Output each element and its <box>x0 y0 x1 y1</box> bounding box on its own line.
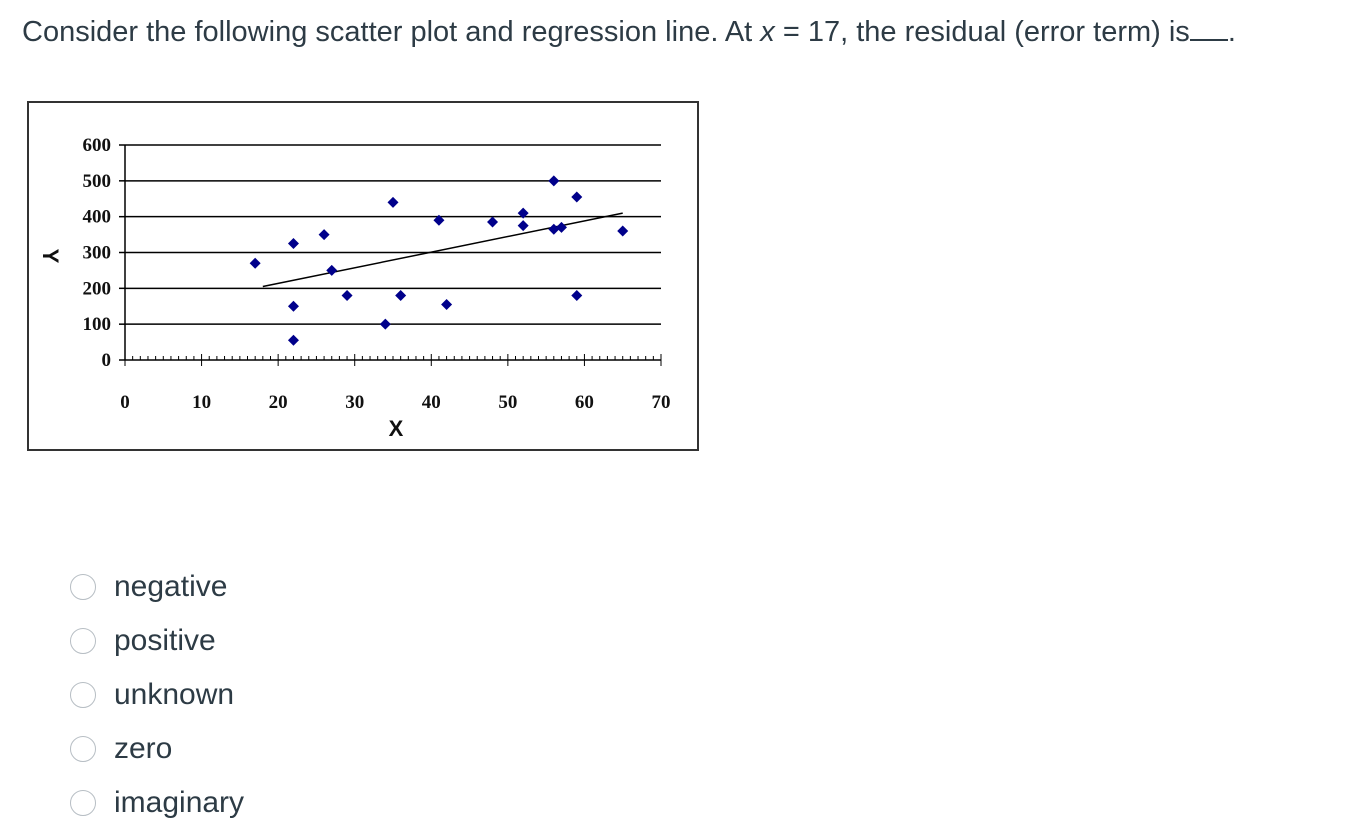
data-point <box>318 229 330 241</box>
y-tick-label: 500 <box>83 171 112 192</box>
data-point <box>249 257 261 269</box>
radio-button[interactable] <box>70 628 96 654</box>
question-period: . <box>1227 16 1236 48</box>
answer-options: negative positive unknown zero imaginary <box>70 560 244 830</box>
y-tick-label: 300 <box>83 243 112 264</box>
axes <box>119 144 662 366</box>
option-label: unknown <box>114 678 235 711</box>
scatter-chart: 0 100 200 300 400 500 600 0 10 20 30 40 50 60 70 X Y <box>27 101 699 451</box>
option-label: zero <box>114 732 173 765</box>
question-suffix: = 17, the residual (error term) is <box>774 16 1190 48</box>
y-tick-label: 600 <box>83 135 112 156</box>
data-point <box>287 300 299 312</box>
data-points <box>249 175 629 346</box>
option-unknown[interactable]: unknown <box>70 668 244 722</box>
data-point <box>326 264 338 276</box>
x-axis-title: X <box>389 416 404 441</box>
option-zero[interactable]: zero <box>70 722 244 776</box>
data-point <box>517 220 529 232</box>
option-label: positive <box>114 624 216 657</box>
data-point <box>555 221 567 233</box>
tick-labels: 0 100 200 300 400 500 600 0 10 20 30 40 50 60 70 <box>83 135 671 413</box>
y-tick-label: 200 <box>83 278 112 299</box>
regression-line <box>262 212 623 288</box>
data-point <box>441 298 453 310</box>
option-label: imaginary <box>114 786 245 819</box>
x-tick-label: 0 <box>120 392 130 413</box>
radio-button[interactable] <box>70 736 96 762</box>
x-tick-label: 40 <box>422 392 441 413</box>
option-imaginary[interactable]: imaginary <box>70 776 244 830</box>
x-tick-label: 20 <box>269 392 288 413</box>
data-point <box>487 216 499 228</box>
y-tick-label: 100 <box>83 314 112 335</box>
radio-button[interactable] <box>70 790 96 816</box>
data-point <box>395 290 407 301</box>
x-tick-label: 50 <box>498 392 517 413</box>
y-tick-label: 400 <box>83 207 112 228</box>
data-point <box>548 223 560 235</box>
data-point <box>433 214 445 226</box>
option-negative[interactable]: negative <box>70 560 244 614</box>
chart-svg: 0 100 200 300 400 500 600 0 10 20 30 40 50 60 70 X Y <box>38 135 671 441</box>
x-tick-label: 60 <box>575 392 594 413</box>
question-variable: x <box>760 16 775 48</box>
option-label: negative <box>114 570 228 603</box>
answer-blank <box>1189 15 1228 41</box>
data-point <box>341 290 353 301</box>
x-tick-label: 30 <box>345 392 364 413</box>
gridlines <box>125 144 661 325</box>
data-point <box>617 225 629 237</box>
radio-button[interactable] <box>70 682 96 708</box>
data-point <box>379 318 391 330</box>
data-point <box>387 196 399 208</box>
data-point <box>571 290 583 301</box>
data-point <box>517 207 529 219</box>
x-tick-label: 10 <box>192 392 211 413</box>
data-point <box>548 175 560 187</box>
data-point <box>571 191 583 203</box>
x-tick-label: 70 <box>652 392 671 413</box>
question-text: Consider the following scatter plot and … <box>22 12 1342 52</box>
data-point <box>287 334 299 346</box>
y-tick-label: 0 <box>102 350 112 371</box>
question-prefix: Consider the following scatter plot and … <box>22 16 761 48</box>
data-point <box>287 238 299 250</box>
radio-button[interactable] <box>70 574 96 600</box>
y-axis-title: Y <box>38 249 63 264</box>
regression-line-group <box>262 212 623 288</box>
option-positive[interactable]: positive <box>70 614 244 668</box>
